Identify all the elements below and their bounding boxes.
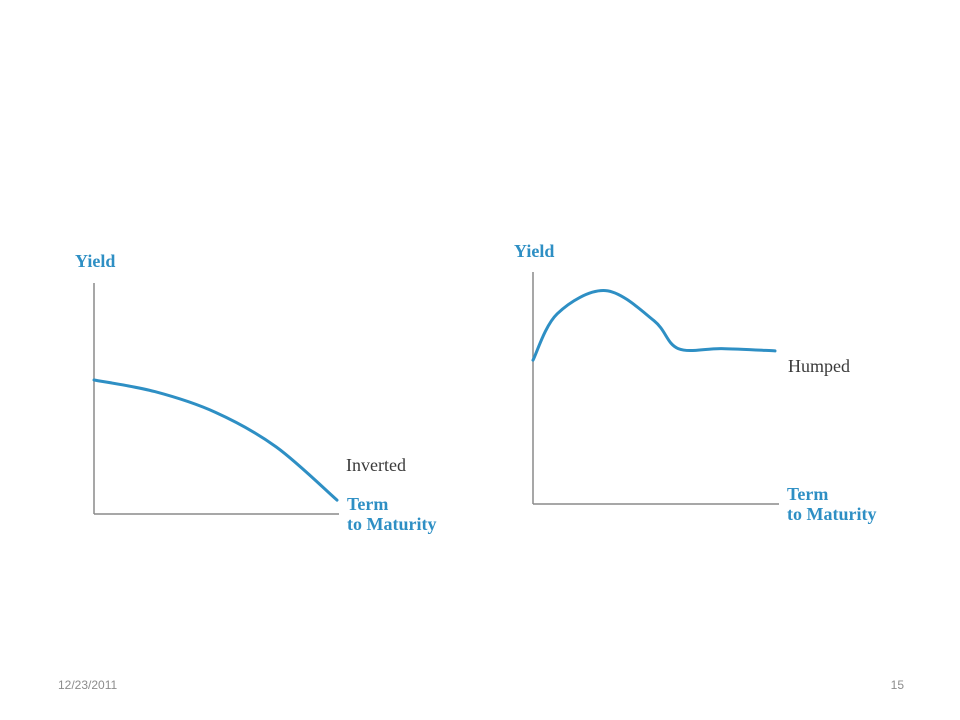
humped-series-label: Humped: [788, 356, 850, 376]
page-number: 15: [890, 678, 904, 692]
humped-y-axis-label: Yield: [514, 241, 554, 261]
inverted-x-axis-label-line2: to Maturity: [347, 514, 436, 534]
inverted-curve: [92, 378, 339, 502]
inverted-series-label: Inverted: [346, 455, 406, 475]
inverted-y-axis-label: Yield: [75, 251, 115, 271]
humped-x-axis-label-line2: to Maturity: [787, 504, 876, 524]
footer-date: 12/23/2011: [58, 678, 118, 692]
inverted-chart: Yield Inverted Term to Maturity: [75, 251, 436, 534]
inverted-x-axis-label-line1: Term: [347, 494, 388, 514]
humped-chart: Yield Humped Term to Maturity: [514, 241, 876, 524]
humped-curve: [531, 289, 777, 362]
humped-x-axis-label-line1: Term: [787, 484, 828, 504]
